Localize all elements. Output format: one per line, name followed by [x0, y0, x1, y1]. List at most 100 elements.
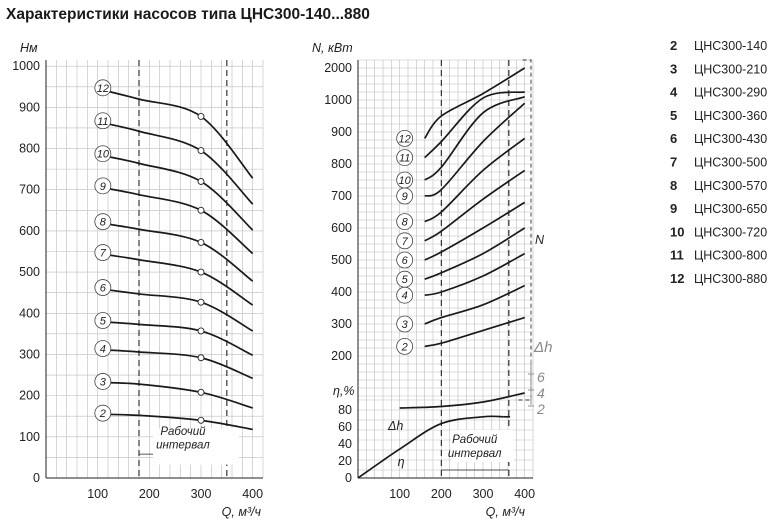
operating-point-marker — [197, 268, 205, 276]
y-tick-label: 300 — [331, 317, 352, 331]
curve-label: 11 — [399, 153, 410, 165]
curve-label: 7 — [402, 236, 409, 248]
dh-tick-label: 6 — [537, 369, 545, 385]
x-tick-label: 100 — [87, 487, 108, 501]
head-curve-4 — [97, 348, 253, 380]
power-curve-2 — [424, 316, 525, 348]
legend-number: 2 — [670, 38, 677, 53]
legend-number: 4 — [670, 85, 678, 100]
y-tick-label: 900 — [331, 125, 352, 139]
legend-number: 5 — [670, 108, 677, 123]
dh-curve-label: Δh — [387, 419, 403, 433]
legend-number: 11 — [670, 248, 684, 263]
operating-point-marker — [197, 416, 205, 424]
y-tick-label: 600 — [331, 221, 352, 235]
curve-label-circle — [396, 129, 414, 147]
legend-number: 12 — [670, 271, 684, 286]
curve-label: 10 — [97, 149, 110, 161]
y-tick-label: 1000 — [12, 59, 40, 73]
head-curve-10 — [97, 153, 254, 231]
operating-point-marker — [197, 298, 205, 306]
legend-model: ЦНС300-290 — [694, 86, 767, 100]
curve-label-circle — [396, 149, 414, 167]
curve-label-circle — [396, 337, 414, 355]
x-tick-label: 300 — [473, 487, 494, 501]
curve-label: 6 — [100, 283, 107, 295]
legend-model: ЦНС300-140 — [694, 39, 767, 53]
dh-tick-label: 2 — [536, 401, 545, 417]
legend-model: ЦНС300-650 — [694, 202, 767, 216]
curve-label-circle — [396, 232, 414, 250]
legend-model: ЦНС300-430 — [694, 132, 767, 146]
legend-number: 6 — [670, 131, 677, 146]
y-tick-label: 200 — [331, 349, 352, 363]
legend-model: ЦНС300-800 — [694, 249, 767, 263]
curve-label: 9 — [100, 181, 106, 193]
curve-label: 2 — [401, 341, 408, 353]
power-curve-5 — [424, 227, 526, 280]
working-range-label: интервал — [448, 448, 502, 460]
curve-label: 3 — [100, 376, 107, 388]
head-curve-11 — [97, 120, 254, 205]
operating-point-marker — [197, 112, 205, 120]
n-curve-label: N — [535, 233, 545, 247]
y-tick-label: 100 — [19, 430, 40, 444]
y-tick-label: 1000 — [324, 93, 352, 107]
operating-point-marker — [197, 206, 205, 214]
curve-label-circle — [396, 251, 414, 269]
x-tick-label: 400 — [514, 487, 535, 501]
head-curve-3 — [97, 381, 253, 409]
working-range-label-bg — [153, 428, 239, 465]
curve-label: 7 — [100, 248, 107, 260]
curve-label: 4 — [100, 344, 106, 356]
working-range-label: Рабочий — [160, 426, 206, 438]
y-tick-label: 40 — [338, 437, 352, 451]
curve-label: 10 — [399, 175, 412, 187]
efficiency-curve — [357, 415, 504, 479]
page-title: Характеристики насосов типа ЦНС300-140..… — [6, 6, 370, 23]
legend-number: 3 — [670, 61, 677, 76]
curve-label: 5 — [100, 316, 107, 328]
curve-label-circle — [396, 213, 414, 231]
operating-point-marker — [197, 327, 205, 335]
operating-point-marker — [197, 238, 205, 246]
curve-label-circle — [94, 213, 112, 231]
y-tick-label: 800 — [331, 157, 352, 171]
curve-label-circle — [94, 340, 112, 357]
curve-label: 12 — [399, 133, 411, 145]
y-tick-label: 600 — [19, 224, 40, 238]
legend-model: ЦНС300-360 — [694, 109, 767, 123]
curve-label: 2 — [99, 408, 106, 420]
y-tick-label: 2000 — [324, 61, 352, 75]
legend-model: ЦНС300-210 — [694, 62, 767, 76]
y-tick-label: 400 — [19, 306, 40, 320]
power-curve-6 — [424, 201, 526, 261]
y-tick-label: 900 — [19, 100, 40, 114]
head-curve-8 — [97, 221, 254, 282]
curve-label: 8 — [100, 217, 107, 229]
working-range-label: Рабочий — [452, 434, 498, 446]
x-axis-label: Q, м³/ч — [486, 505, 526, 519]
power-curve-8 — [424, 137, 526, 223]
curve-label-circle — [396, 171, 414, 189]
legend-model: ЦНС300-500 — [694, 156, 767, 170]
curve-label-circle — [94, 312, 112, 329]
legend-model: ЦНС300-880 — [694, 272, 767, 286]
y-tick-label: 20 — [338, 454, 352, 468]
y-tick-label: 0 — [345, 471, 352, 485]
x-tick-label: 200 — [139, 487, 160, 501]
curve-label-circle — [94, 112, 112, 130]
head-curve-7 — [97, 252, 254, 306]
bracket-dashed — [515, 59, 532, 401]
x-axis-label: Q, м³/ч — [222, 505, 262, 519]
operating-point-marker — [197, 147, 205, 155]
curve-label-circle — [94, 404, 112, 422]
power-curve-3 — [424, 284, 526, 325]
curve-label-circle — [94, 373, 112, 390]
y-axis-label: Hм — [20, 41, 38, 55]
y-tick-label: 200 — [19, 389, 40, 403]
legend-number: 10 — [670, 224, 684, 239]
power-curve-10 — [424, 95, 525, 181]
power-curve-11 — [424, 91, 525, 159]
